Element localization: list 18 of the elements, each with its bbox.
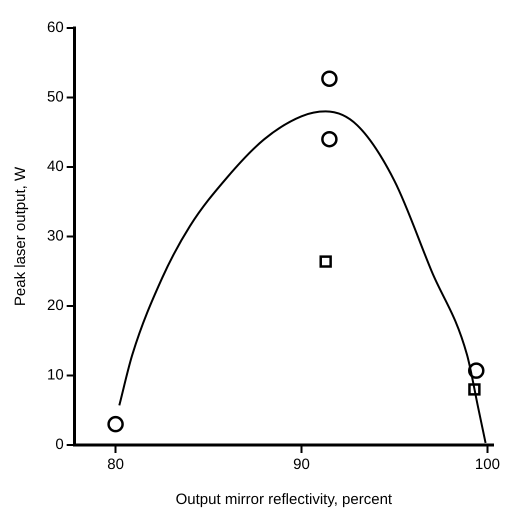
x-axis-title: Output mirror reflectivity, percent [176, 491, 393, 508]
y-tick-label: 30 [46, 228, 64, 245]
point [319, 255, 332, 268]
y-tick-label: 20 [46, 297, 64, 314]
point [321, 130, 338, 148]
x-tick-label: 90 [293, 456, 310, 474]
point [468, 362, 485, 379]
y-tick-label: 50 [46, 88, 64, 106]
y-axis-title: Peak laser output, W [12, 166, 30, 306]
point [321, 70, 338, 87]
x-tick-label: 80 [107, 456, 124, 474]
point [107, 416, 124, 432]
y-tick-label: 40 [46, 158, 64, 176]
y-tick-label: 60 [46, 19, 64, 36]
x-tick-label: 100 [474, 456, 500, 474]
y-tick-label: 10 [46, 366, 64, 384]
y-tick-label: 0 [55, 436, 64, 454]
point [468, 383, 481, 396]
